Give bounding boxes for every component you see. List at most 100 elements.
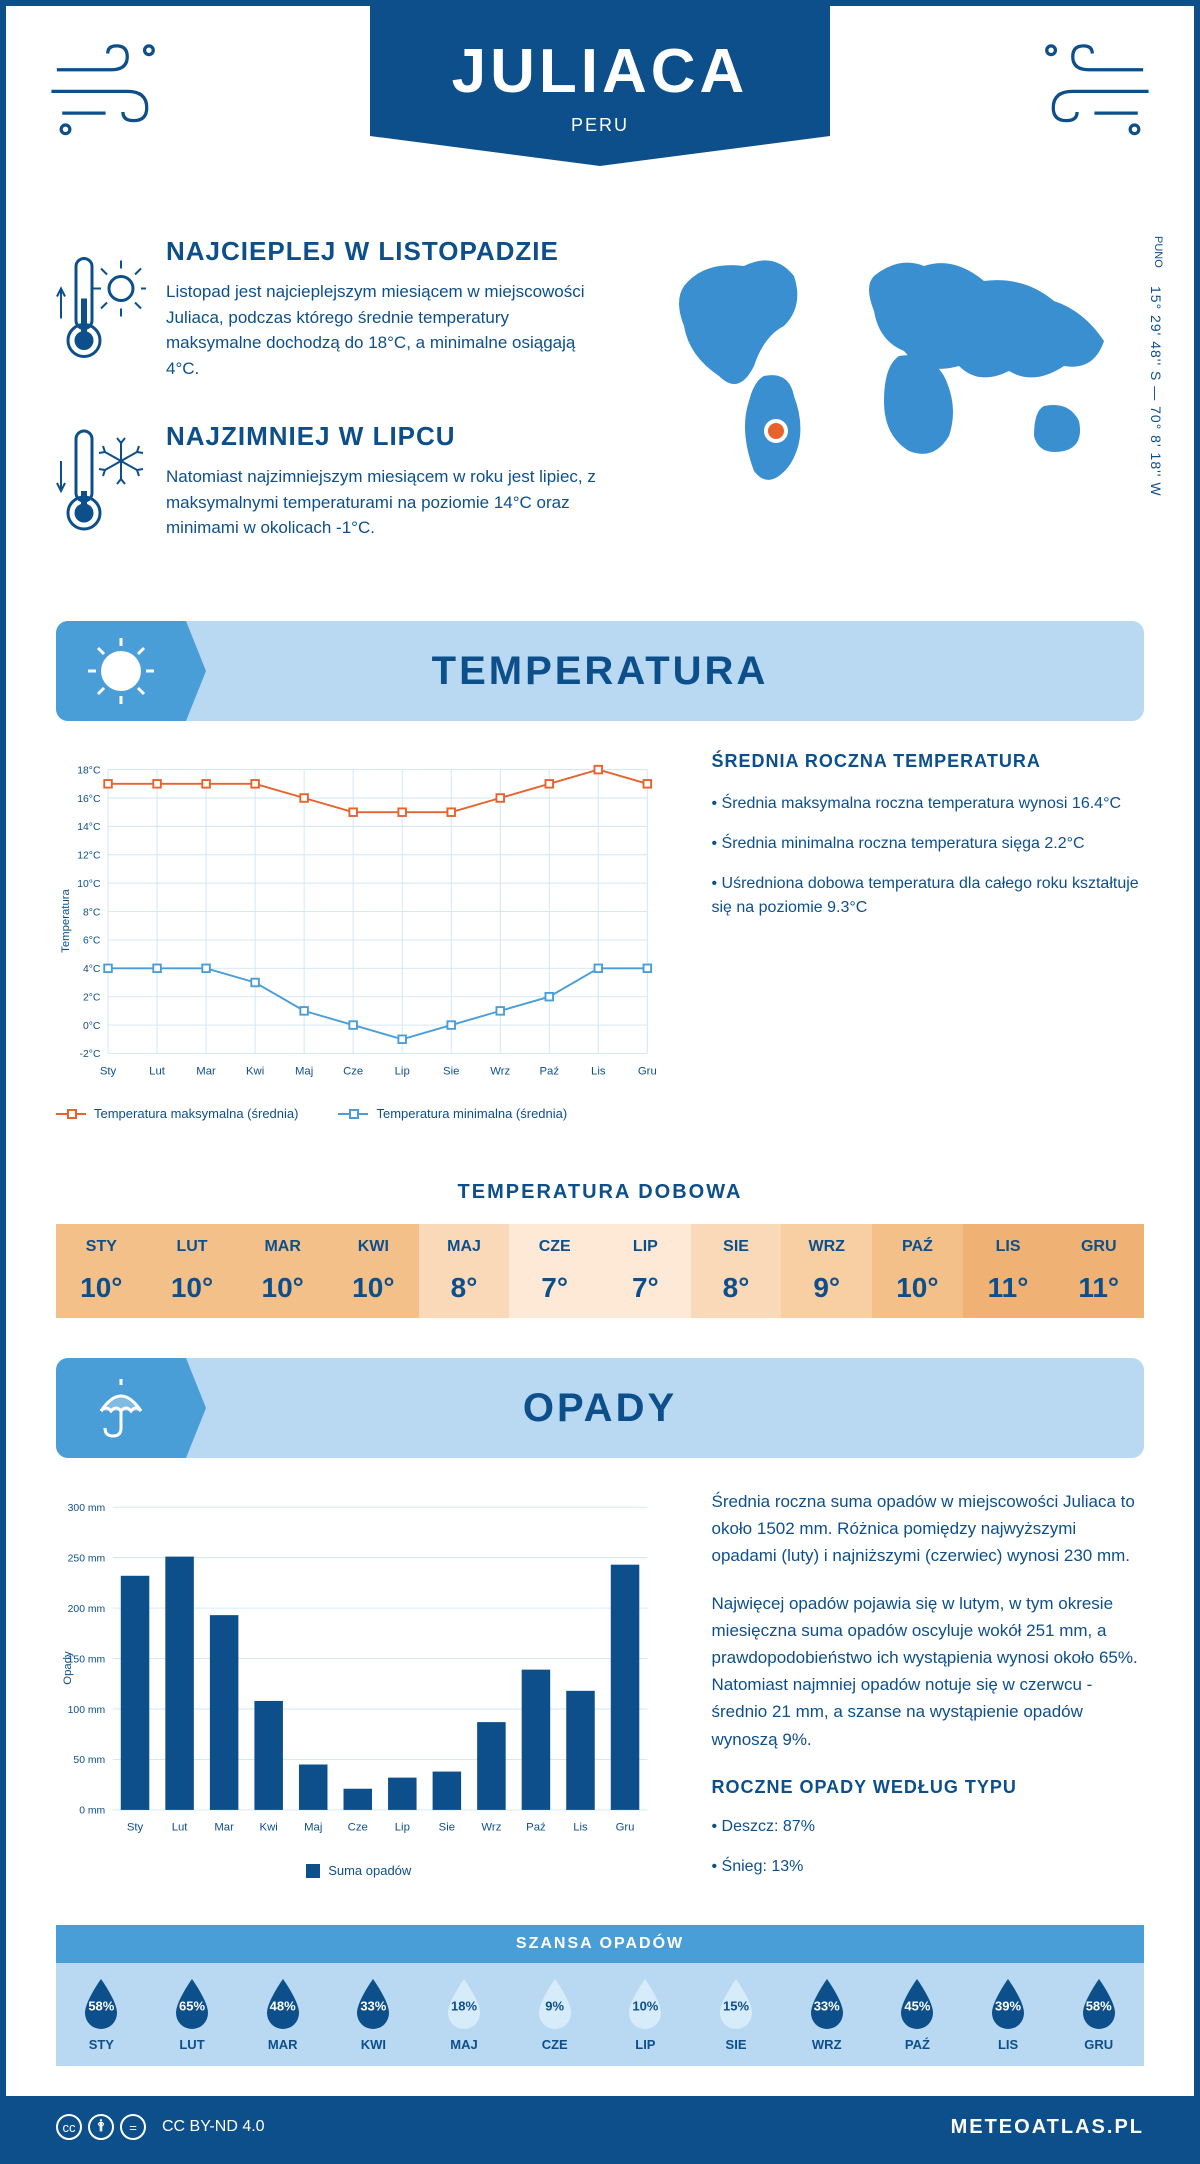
svg-text:Opady: Opady (62, 1651, 74, 1685)
daily-cell: LIS11° (963, 1224, 1054, 1318)
svg-text:4°C: 4°C (83, 964, 101, 975)
license-text: CC BY-ND 4.0 (162, 2118, 265, 2136)
svg-text:6°C: 6°C (83, 936, 101, 947)
chance-cell: 10%LIP (600, 1977, 691, 2052)
precip-legend: Suma opadów (56, 1863, 662, 1878)
daily-value: 9° (781, 1272, 872, 1304)
chance-cell: 18%MAJ (419, 1977, 510, 2052)
chance-cell: 58%GRU (1053, 1977, 1144, 2052)
chance-percent: 33% (360, 1999, 386, 2014)
chance-percent: 9% (545, 1999, 564, 2014)
daily-cell: STY10° (56, 1224, 147, 1318)
svg-text:Mar: Mar (214, 1822, 234, 1834)
daily-month: KWI (328, 1238, 419, 1256)
drop-icon: 33% (805, 1977, 849, 2029)
daily-value: 10° (56, 1272, 147, 1304)
daily-cell: SIE8° (691, 1224, 782, 1318)
chance-percent: 15% (723, 1999, 749, 2014)
drop-icon: 48% (261, 1977, 305, 2029)
svg-text:Gru: Gru (616, 1822, 635, 1834)
temp-info-item: • Uśredniona dobowa temperatura dla całe… (712, 872, 1145, 920)
legend-max: Temperatura maksymalna (średnia) (94, 1106, 298, 1121)
thermometer-hot-icon (56, 236, 146, 381)
coldest-title: NAJZIMNIEJ W LIPCU (166, 421, 604, 452)
svg-text:10°C: 10°C (77, 879, 101, 890)
svg-text:Lip: Lip (395, 1822, 410, 1834)
coldest-block: NAJZIMNIEJ W LIPCU Natomiast najzimniejs… (56, 421, 604, 541)
world-map (644, 236, 1144, 496)
daily-temp-title: TEMPERATURA DOBOWA (6, 1181, 1194, 1204)
temp-info-title: ŚREDNIA ROCZNA TEMPERATURA (712, 751, 1145, 772)
chance-percent: 33% (814, 1999, 840, 2014)
daily-month: CZE (509, 1238, 600, 1256)
svg-text:0 mm: 0 mm (79, 1806, 105, 1817)
daily-cell: MAR 10° (237, 1224, 328, 1318)
svg-text:Paź: Paź (539, 1065, 559, 1077)
svg-text:Cze: Cze (348, 1822, 368, 1834)
daily-month: LUT (147, 1238, 238, 1256)
chance-percent: 48% (270, 1999, 296, 2014)
drop-icon: 58% (79, 1977, 123, 2029)
svg-text:Sie: Sie (443, 1065, 459, 1077)
daily-month: MAR (237, 1238, 328, 1256)
precip-bytype-title: ROCZNE OPADY WEDŁUG TYPU (712, 1773, 1145, 1802)
daily-value: 10° (237, 1272, 328, 1304)
svg-text:Kwi: Kwi (260, 1822, 278, 1834)
chance-cell: 33%KWI (328, 1977, 419, 2052)
svg-text:12°C: 12°C (77, 851, 101, 862)
chance-percent: 65% (179, 1999, 205, 2014)
footer: cc 🛉 = CC BY-ND 4.0 METEOATLAS.PL (6, 2096, 1194, 2158)
daily-cell: LUT10° (147, 1224, 238, 1318)
chance-cell: 33%WRZ (781, 1977, 872, 2052)
chance-month: GRU (1053, 2037, 1144, 2052)
svg-text:Mar: Mar (196, 1065, 216, 1077)
site-name: METEOATLAS.PL (951, 2116, 1144, 2139)
chance-month: LUT (147, 2037, 238, 2052)
daily-cell: MAJ8° (419, 1224, 510, 1318)
daily-month: LIP (600, 1238, 691, 1256)
svg-text:Kwi: Kwi (246, 1065, 264, 1077)
chance-cell: 65% LUT (147, 1977, 238, 2052)
wind-icon-right (1024, 36, 1154, 136)
country-name: PERU (370, 115, 830, 136)
page: JULIACA PERU NAJCIEPLEJ W LISTOPADZIE Li… (0, 0, 1200, 2164)
chance-title: SZANSA OPADÓW (56, 1925, 1144, 1963)
daily-month: PAŹ (872, 1238, 963, 1256)
chance-month: PAŹ (872, 2037, 963, 2052)
intro-section: NAJCIEPLEJ W LISTOPADZIE Listopad jest n… (6, 206, 1194, 621)
chance-percent: 45% (904, 1999, 930, 2014)
daily-value: 8° (691, 1272, 782, 1304)
daily-value: 10° (328, 1272, 419, 1304)
license-block: cc 🛉 = CC BY-ND 4.0 (56, 2114, 265, 2140)
svg-text:Gru: Gru (638, 1065, 657, 1077)
svg-text:Sty: Sty (100, 1065, 117, 1077)
daily-value: 11° (1053, 1272, 1144, 1304)
coordinates: 15° 29' 48'' S — 70° 8' 18'' W (1148, 286, 1164, 497)
svg-text:Lis: Lis (591, 1065, 606, 1077)
precip-title: OPADY (523, 1386, 677, 1431)
bytype-item: • Deszcz: 87% (712, 1815, 1145, 1839)
sun-icon (56, 621, 186, 721)
precip-text-1: Średnia roczna suma opadów w miejscowośc… (712, 1488, 1145, 1570)
intro-left: NAJCIEPLEJ W LISTOPADZIE Listopad jest n… (56, 236, 604, 581)
hottest-text: Listopad jest najcieplejszym miesiącem w… (166, 279, 604, 381)
legend-min: Temperatura minimalna (średnia) (376, 1106, 567, 1121)
cc-icon: cc (56, 2114, 82, 2140)
precip-row: 0 mm50 mm100 mm150 mm200 mm250 mm300 mmO… (6, 1488, 1194, 1925)
chance-cell: 9%CZE (509, 1977, 600, 2052)
chance-cell: 39%LIS (963, 1977, 1054, 2052)
precip-info: Średnia roczna suma opadów w miejscowośc… (712, 1488, 1145, 1895)
svg-text:250 mm: 250 mm (68, 1553, 106, 1564)
hottest-title: NAJCIEPLEJ W LISTOPADZIE (166, 236, 604, 267)
svg-text:Lut: Lut (172, 1822, 189, 1834)
daily-value: 8° (419, 1272, 510, 1304)
temperature-title: TEMPERATURA (432, 649, 769, 694)
chance-cell: 58%STY (56, 1977, 147, 2052)
map-panel: PUNO 15° 29' 48'' S — 70° 8' 18'' W (644, 236, 1144, 581)
daily-month: WRZ (781, 1238, 872, 1256)
temp-info-item: • Średnia maksymalna roczna temperatura … (712, 792, 1145, 816)
daily-value: 11° (963, 1272, 1054, 1304)
daily-value: 7° (600, 1272, 691, 1304)
svg-text:16°C: 16°C (77, 794, 101, 805)
svg-text:50 mm: 50 mm (73, 1755, 105, 1766)
